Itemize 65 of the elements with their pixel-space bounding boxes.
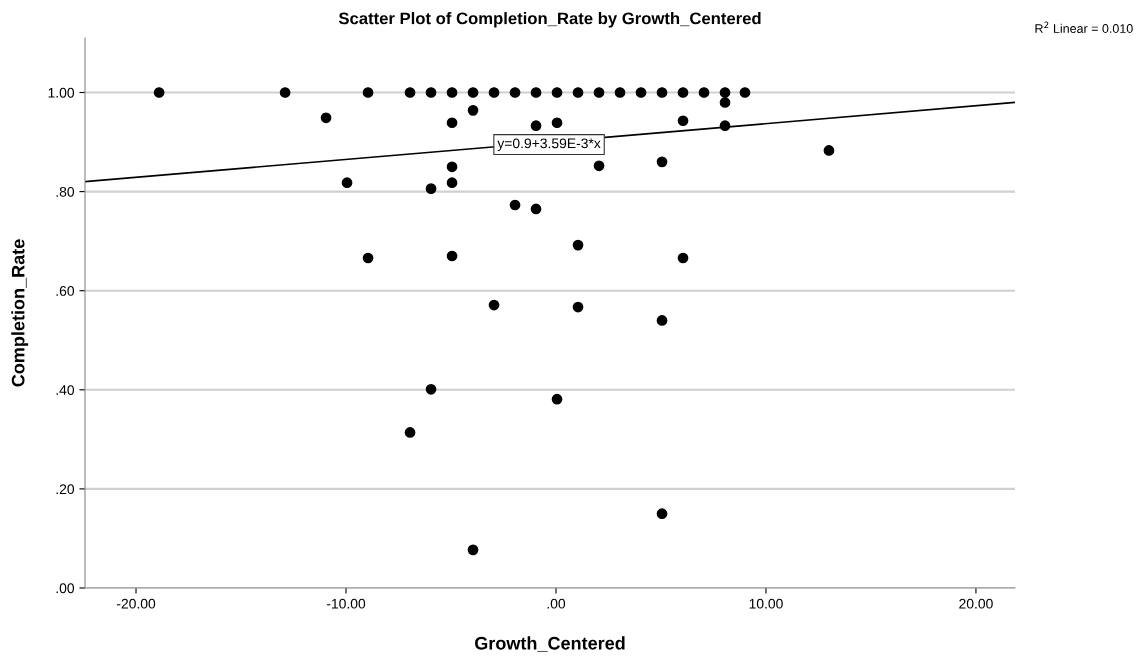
point <box>614 87 626 98</box>
text: R$^{2}$ Linear = 0.010 <box>1035 21 1133 33</box>
point <box>446 87 458 98</box>
point <box>677 252 689 264</box>
point <box>635 87 647 98</box>
point <box>446 161 458 173</box>
point <box>739 87 751 98</box>
point <box>279 87 291 98</box>
point <box>551 117 563 129</box>
point <box>530 203 542 215</box>
annotation: y=0.9+3.59E-3*x <box>497 138 601 152</box>
point <box>341 177 353 189</box>
point <box>677 115 689 127</box>
point <box>572 87 584 98</box>
point <box>593 87 605 98</box>
point <box>467 544 479 556</box>
x-tick-label: 10.00 <box>749 598 783 609</box>
point <box>425 383 437 395</box>
point <box>446 250 458 262</box>
point <box>677 87 689 98</box>
y-tick-label: .40 <box>56 385 75 395</box>
point <box>551 393 563 405</box>
y-tick-label: .80 <box>56 186 75 197</box>
x-tick-label: -10.00 <box>326 598 366 609</box>
point <box>509 199 521 211</box>
point <box>656 87 668 98</box>
point <box>362 252 374 264</box>
y-tick-label: .60 <box>56 286 75 296</box>
y-axis-title: Completion_Rate <box>11 239 29 387</box>
point <box>488 299 500 311</box>
point <box>593 160 605 172</box>
point <box>467 104 479 116</box>
point <box>467 87 479 98</box>
point <box>656 508 668 520</box>
point <box>320 112 332 124</box>
point <box>362 87 374 98</box>
point <box>530 87 542 98</box>
point <box>530 120 542 132</box>
point <box>404 87 416 98</box>
point <box>488 87 500 98</box>
point <box>656 315 668 326</box>
point <box>719 97 731 108</box>
x-tick-label: -20.00 <box>116 598 156 609</box>
point <box>509 87 521 98</box>
y-tick-label: .20 <box>56 484 75 495</box>
point <box>572 301 584 313</box>
point <box>404 427 416 438</box>
x-tick-label: 20.00 <box>959 598 993 609</box>
x-tick-label: .00 <box>547 598 566 609</box>
point <box>719 120 731 132</box>
point <box>719 87 731 98</box>
y-tick-label: .00 <box>56 583 75 594</box>
point <box>446 177 458 189</box>
point <box>572 239 584 251</box>
x-axis-title: Growth_Centered <box>475 636 625 652</box>
chart-title: Scatter Plot of Completion_Rate by Growth_Centered <box>338 12 761 28</box>
point <box>656 156 668 168</box>
point <box>425 87 437 98</box>
point <box>446 117 458 129</box>
point <box>698 87 710 98</box>
point <box>823 145 835 156</box>
point <box>425 183 437 194</box>
point <box>153 87 165 98</box>
point <box>551 87 563 98</box>
y-tick-label: 1.00 <box>48 87 75 98</box>
